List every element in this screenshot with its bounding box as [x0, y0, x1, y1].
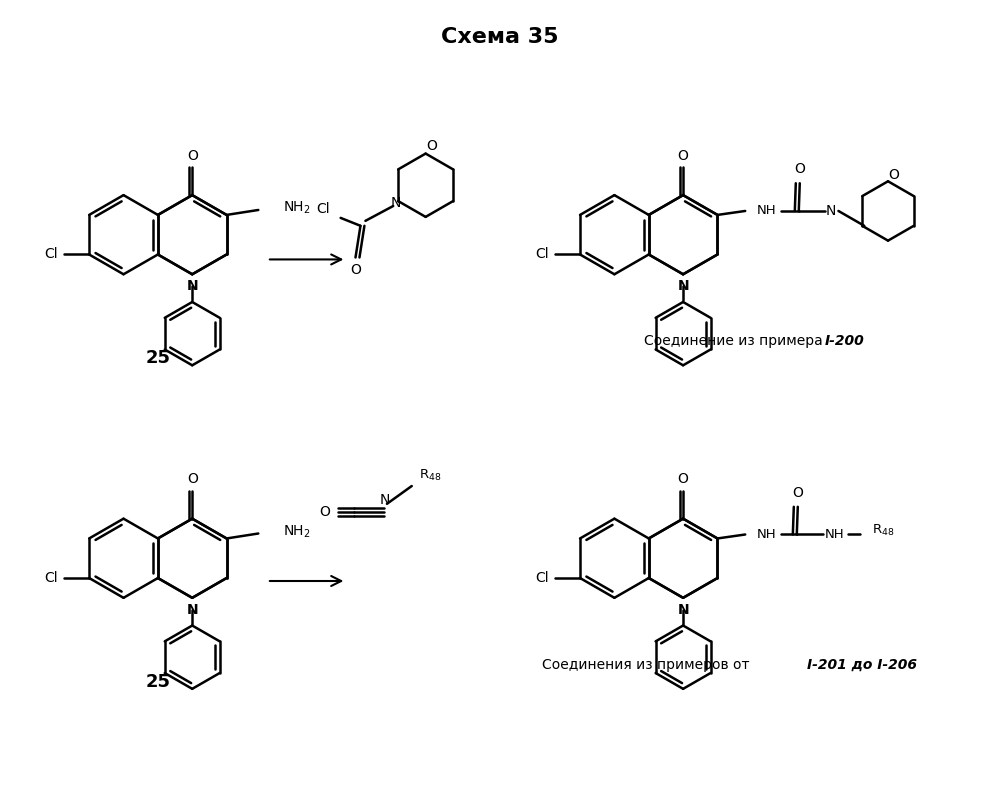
Text: O: O: [678, 149, 689, 162]
Text: O: O: [187, 472, 198, 486]
Text: O: O: [187, 149, 198, 162]
Text: NH$_2$: NH$_2$: [283, 523, 311, 540]
Text: N: N: [825, 204, 836, 218]
Text: I-200: I-200: [824, 333, 864, 348]
Text: N: N: [380, 492, 390, 507]
Text: Cl: Cl: [536, 571, 549, 585]
Text: N: N: [677, 603, 689, 617]
Text: NH: NH: [757, 528, 777, 541]
Text: NH$_2$: NH$_2$: [283, 200, 311, 216]
Text: Соединение из примера: Соединение из примера: [644, 333, 827, 348]
Text: O: O: [319, 505, 330, 519]
Text: N: N: [186, 603, 198, 617]
Text: Схема 35: Схема 35: [441, 27, 559, 46]
Text: Cl: Cl: [316, 202, 330, 216]
Text: N: N: [186, 279, 198, 293]
Text: Cl: Cl: [45, 247, 58, 262]
Text: N: N: [677, 279, 689, 293]
Text: NH: NH: [757, 204, 777, 217]
Text: 25: 25: [145, 673, 170, 691]
Text: N: N: [391, 196, 401, 210]
Text: Cl: Cl: [536, 247, 549, 262]
Text: O: O: [426, 139, 437, 153]
Text: O: O: [792, 486, 803, 500]
Text: Соединения из примеров от: Соединения из примеров от: [542, 658, 754, 672]
Text: O: O: [350, 263, 361, 277]
Text: Cl: Cl: [45, 571, 58, 585]
Text: O: O: [794, 162, 805, 177]
Text: O: O: [678, 472, 689, 486]
Text: O: O: [889, 169, 899, 182]
Text: NH: NH: [825, 528, 844, 541]
Text: R$_{48}$: R$_{48}$: [419, 467, 441, 483]
Text: I-201 до I-206: I-201 до I-206: [807, 658, 917, 672]
Text: 25: 25: [145, 349, 170, 367]
Text: R$_{48}$: R$_{48}$: [872, 523, 895, 538]
